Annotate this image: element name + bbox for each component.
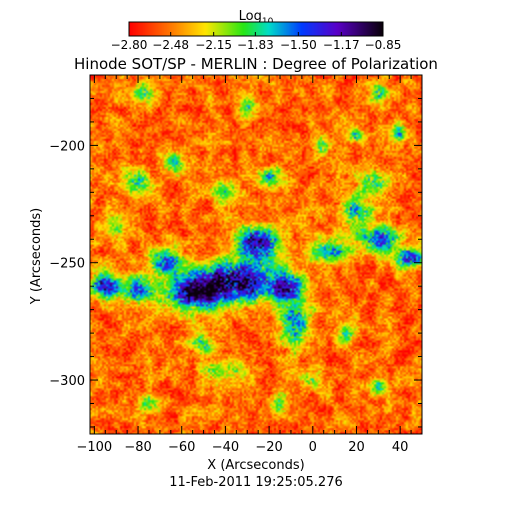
colorbar-tick-label: −2.15 [195, 38, 232, 52]
y-tick-label: −200 [49, 139, 85, 154]
colorbar-tick-label: −2.80 [111, 38, 148, 52]
observation-timestamp: 11-Feb-2011 19:25:05.276 [169, 475, 343, 490]
x-tick-label: −100 [77, 440, 113, 455]
plot-frame [89, 74, 423, 435]
x-axis-label: X (Arcseconds) [207, 458, 304, 473]
x-tick-label: 40 [392, 440, 409, 455]
x-tick-label: −40 [212, 440, 239, 455]
y-tick-label: −250 [49, 257, 85, 272]
x-tick-label: −60 [168, 440, 195, 455]
colorbar-tick-label: −1.83 [237, 38, 274, 52]
y-tick-label: −300 [49, 374, 85, 389]
x-axis: −100 −80 −60 −40 −20 0 20 40 [77, 75, 412, 455]
y-axis: −200 −250 −300 [49, 74, 422, 428]
x-tick-label: −80 [124, 440, 151, 455]
colorbar-gradient [129, 22, 383, 36]
chart-title: Hinode SOT/SP - MERLIN : Degree of Polar… [74, 55, 438, 73]
colorbar: Log10 −2.80−2.48−2.15−1.83−1.50−1.17−0.8… [111, 9, 402, 52]
x-tick-label: 20 [348, 440, 365, 455]
y-axis-label: Y (Arcseconds) [29, 208, 44, 305]
colorbar-tick-label: −1.50 [280, 38, 317, 52]
colorbar-tick-label: −2.48 [152, 38, 189, 52]
colorbar-tick-label: −0.85 [365, 38, 402, 52]
x-tick-label: 0 [309, 440, 317, 455]
x-tick-label: −20 [255, 440, 282, 455]
colorbar-tick-label: −1.17 [323, 38, 360, 52]
colorbar-frame [128, 21, 384, 37]
heatmap-image [90, 75, 422, 434]
